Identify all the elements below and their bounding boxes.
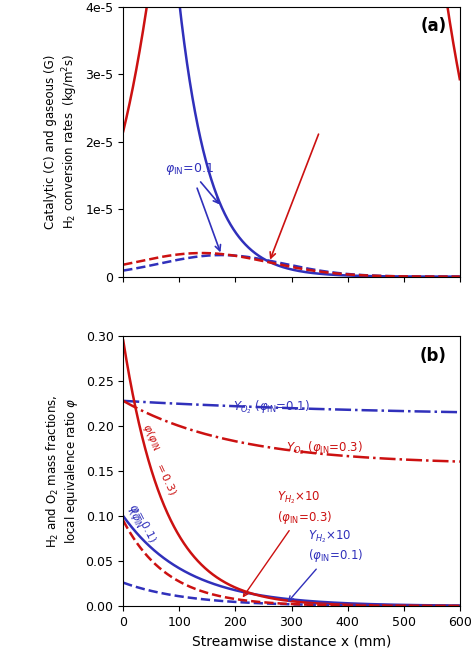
Text: (a): (a) <box>420 17 447 35</box>
Y-axis label: H$_2$ and O$_2$ mass fractions,
local equivalence ratio $\varphi$: H$_2$ and O$_2$ mass fractions, local eq… <box>45 394 80 547</box>
Text: $=$0.1): $=$0.1) <box>131 506 159 545</box>
Text: (b): (b) <box>419 347 447 365</box>
Text: $Y_{H_2}$$\times$10
($\varphi_{\rm IN}$=0.3): $Y_{H_2}$$\times$10 ($\varphi_{\rm IN}$=… <box>244 490 333 596</box>
Text: $=$0.3): $=$0.3) <box>153 458 180 497</box>
Text: $\varphi$: $\varphi$ <box>124 501 141 517</box>
Text: $\varphi_{\rm IN}$=0.1: $\varphi_{\rm IN}$=0.1 <box>165 161 219 203</box>
Text: $\varphi_{\rm IN}$=0.3: $\varphi_{\rm IN}$=0.3 <box>0 665 1 666</box>
X-axis label: Streamwise distance x (mm): Streamwise distance x (mm) <box>192 634 391 648</box>
Text: $Y_{O_2}$ ($\varphi_{\rm IN}$=0.3): $Y_{O_2}$ ($\varphi_{\rm IN}$=0.3) <box>286 440 363 457</box>
Text: $Y_{H_2}$$\times$10
($\varphi_{\rm IN}$=0.1): $Y_{H_2}$$\times$10 ($\varphi_{\rm IN}$=… <box>289 528 364 601</box>
Text: $\varphi$($\varphi_{\rm IN}$: $\varphi$($\varphi_{\rm IN}$ <box>139 421 164 453</box>
Y-axis label: Catalytic (C) and gaseous (G)
H$_2$ conversion rates  (kg/m$^2$s): Catalytic (C) and gaseous (G) H$_2$ conv… <box>45 54 80 229</box>
Text: $Y_{O_2}$ ($\varphi_{\rm IN}$=0.1): $Y_{O_2}$ ($\varphi_{\rm IN}$=0.1) <box>233 399 310 416</box>
Text: $(\varphi_{\rm IN}$: $(\varphi_{\rm IN}$ <box>126 505 147 531</box>
